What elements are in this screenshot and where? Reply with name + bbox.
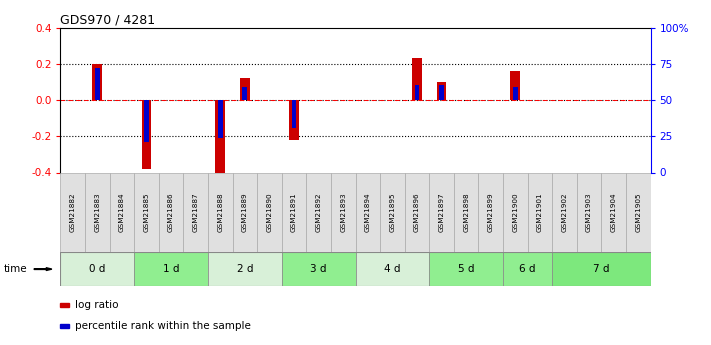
Text: 4 d: 4 d bbox=[384, 264, 400, 274]
Bar bbox=[282, 172, 306, 252]
Text: GSM21895: GSM21895 bbox=[390, 193, 395, 232]
Text: GSM21904: GSM21904 bbox=[611, 193, 616, 232]
Bar bbox=[510, 71, 520, 100]
Text: GSM21886: GSM21886 bbox=[168, 193, 174, 232]
Text: GSM21888: GSM21888 bbox=[218, 193, 223, 232]
Text: 7 d: 7 d bbox=[593, 264, 609, 274]
Text: GSM21882: GSM21882 bbox=[70, 193, 76, 232]
Bar bbox=[503, 252, 552, 286]
Bar bbox=[429, 252, 503, 286]
Text: GSM21883: GSM21883 bbox=[95, 193, 100, 232]
Bar bbox=[208, 172, 232, 252]
Text: GSM21897: GSM21897 bbox=[439, 193, 444, 232]
Text: GSM21902: GSM21902 bbox=[562, 193, 567, 232]
Bar bbox=[528, 172, 552, 252]
Bar bbox=[159, 172, 183, 252]
Text: GSM21893: GSM21893 bbox=[340, 193, 346, 232]
Text: GSM21891: GSM21891 bbox=[291, 193, 297, 232]
Bar bbox=[282, 252, 356, 286]
Bar bbox=[289, 100, 299, 140]
Bar bbox=[454, 172, 479, 252]
Bar bbox=[356, 172, 380, 252]
Bar bbox=[240, 78, 250, 100]
Bar bbox=[215, 100, 225, 172]
Text: time: time bbox=[4, 264, 27, 274]
Bar bbox=[144, 100, 149, 142]
Bar bbox=[134, 252, 208, 286]
Text: GSM21884: GSM21884 bbox=[119, 193, 125, 232]
Text: GSM21905: GSM21905 bbox=[635, 193, 641, 232]
Bar bbox=[292, 100, 296, 128]
Text: log ratio: log ratio bbox=[75, 300, 118, 310]
Text: 5 d: 5 d bbox=[458, 264, 474, 274]
Text: GSM21890: GSM21890 bbox=[267, 193, 272, 232]
Bar bbox=[552, 172, 577, 252]
Text: GSM21885: GSM21885 bbox=[144, 193, 149, 232]
Bar bbox=[626, 172, 651, 252]
Bar bbox=[141, 100, 151, 169]
Bar bbox=[183, 172, 208, 252]
Text: 0 d: 0 d bbox=[89, 264, 105, 274]
Bar bbox=[439, 85, 444, 100]
Bar bbox=[429, 172, 454, 252]
Bar bbox=[232, 172, 257, 252]
Bar bbox=[479, 172, 503, 252]
Bar bbox=[437, 82, 447, 100]
Bar bbox=[306, 172, 331, 252]
Bar bbox=[552, 252, 651, 286]
Text: 6 d: 6 d bbox=[519, 264, 536, 274]
Text: percentile rank within the sample: percentile rank within the sample bbox=[75, 321, 250, 331]
Bar bbox=[60, 172, 85, 252]
Bar bbox=[380, 172, 405, 252]
Bar bbox=[257, 172, 282, 252]
Text: GSM21887: GSM21887 bbox=[193, 193, 198, 232]
Text: GSM21896: GSM21896 bbox=[414, 193, 420, 232]
Bar bbox=[602, 172, 626, 252]
Bar bbox=[60, 252, 134, 286]
Text: GSM21892: GSM21892 bbox=[316, 193, 321, 232]
Text: GSM21898: GSM21898 bbox=[463, 193, 469, 232]
Bar bbox=[513, 87, 518, 100]
Bar bbox=[242, 87, 247, 100]
Text: GSM21903: GSM21903 bbox=[586, 193, 592, 232]
Text: GSM21901: GSM21901 bbox=[537, 193, 543, 232]
Bar bbox=[331, 172, 356, 252]
Text: GSM21889: GSM21889 bbox=[242, 193, 248, 232]
Bar bbox=[92, 64, 102, 100]
Text: 3 d: 3 d bbox=[311, 264, 327, 274]
Text: GSM21900: GSM21900 bbox=[513, 193, 518, 232]
Bar bbox=[85, 172, 109, 252]
Text: GSM21899: GSM21899 bbox=[488, 193, 493, 232]
Bar bbox=[134, 172, 159, 252]
Bar bbox=[405, 172, 429, 252]
Bar bbox=[503, 172, 528, 252]
Bar bbox=[218, 100, 223, 138]
Text: GDS970 / 4281: GDS970 / 4281 bbox=[60, 14, 156, 27]
Bar bbox=[577, 172, 602, 252]
Bar bbox=[109, 172, 134, 252]
Bar bbox=[208, 252, 282, 286]
Bar bbox=[356, 252, 429, 286]
Bar bbox=[412, 58, 422, 100]
Text: 2 d: 2 d bbox=[237, 264, 253, 274]
Text: 1 d: 1 d bbox=[163, 264, 179, 274]
Text: GSM21894: GSM21894 bbox=[365, 193, 371, 232]
Bar bbox=[95, 68, 100, 100]
Bar bbox=[415, 85, 419, 100]
